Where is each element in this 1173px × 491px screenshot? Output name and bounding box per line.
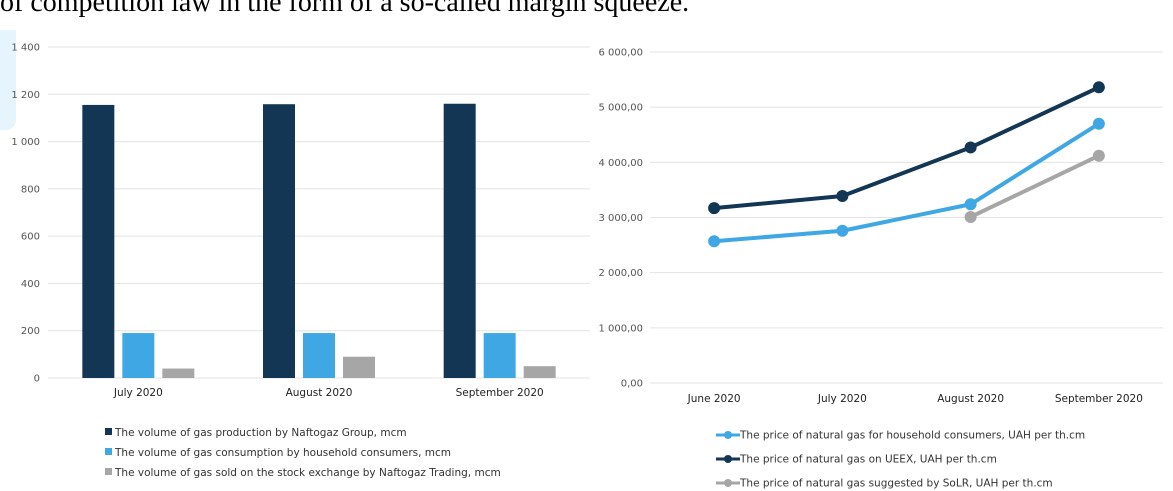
line-y-tick-label: 6 000,00	[598, 48, 643, 59]
bar-y-tick-label: 1 000	[11, 137, 40, 148]
bar	[82, 104, 115, 379]
bar-y-tick-label: 1 200	[11, 90, 40, 101]
line-point	[1092, 117, 1105, 130]
line-point	[1092, 81, 1105, 94]
line-y-tick-label: 4 000,00	[598, 158, 643, 169]
line-legend-label: The price of natural gas suggested by So…	[739, 478, 1053, 490]
bar-legend-swatch	[105, 428, 112, 435]
line-x-category-label: August 2020	[937, 393, 1004, 405]
bar	[523, 366, 556, 378]
bar	[483, 333, 516, 378]
line-y-tick-label: 1 000,00	[598, 323, 643, 334]
line-point	[964, 210, 977, 223]
line-point	[836, 189, 849, 202]
line-y-tick-label: 5 000,00	[598, 103, 643, 114]
line-series	[968, 153, 1101, 219]
bar-legend-label: The volume of gas sold on the stock exch…	[114, 467, 501, 479]
line-y-tick-label: 2 000,00	[598, 268, 643, 279]
line-legend-marker	[724, 479, 732, 487]
bar-legend-label: The volume of gas consumption by househo…	[114, 447, 451, 459]
line-point	[836, 224, 849, 237]
bar-x-category-label: August 2020	[286, 387, 353, 399]
bar-y-tick-label: 1 400	[11, 43, 40, 54]
bar	[303, 333, 335, 378]
line-point	[964, 141, 977, 154]
bar-legend-swatch	[105, 468, 112, 475]
line-point	[708, 202, 721, 215]
line-y-tick-label: 3 000,00	[598, 213, 643, 224]
bar-y-tick-label: 800	[21, 184, 40, 195]
bar-legend-swatch	[105, 448, 112, 455]
bar-x-category-label: September 2020	[456, 387, 544, 399]
bar	[443, 103, 476, 378]
line-x-category-label: July 2020	[817, 393, 867, 405]
bar	[122, 333, 155, 378]
line-point	[1092, 149, 1105, 162]
bar-y-tick-label: 400	[21, 279, 40, 290]
bar-chart: 1 400 1 200 1 000 800 600 400 200 0 July 2020 Aug…	[11, 43, 590, 479]
line-x-category-label: September 2020	[1055, 393, 1143, 405]
bar	[343, 356, 375, 378]
line-series	[712, 85, 1101, 211]
line-y-tick-label: 0,00	[621, 379, 643, 390]
line-legend-marker	[724, 455, 732, 463]
line-legend-label: The price of natural gas on UEEX, UAH pe…	[739, 454, 997, 466]
decorative-tab	[0, 30, 16, 130]
line-chart: 6 000,00 5 000,00 4 000,00 3 000,00 2 000,00…	[598, 48, 1163, 490]
line-x-category-label: June 2020	[687, 393, 741, 405]
bar-legend-label: The volume of gas production by Naftogaz…	[114, 427, 407, 439]
line-legend-label: The price of natural gas for household c…	[739, 430, 1085, 442]
bar	[263, 104, 295, 379]
line-point	[708, 235, 721, 248]
line-legend-marker	[724, 431, 732, 439]
bar-y-tick-label: 200	[21, 326, 40, 337]
header-text: of competition law in the form of a so-c…	[0, 0, 690, 18]
line-point	[964, 198, 977, 211]
bar-y-tick-label: 0	[34, 374, 40, 385]
bar	[162, 368, 195, 378]
line-series	[712, 121, 1101, 244]
bar-y-tick-label: 600	[21, 232, 40, 243]
bar-x-category-label: July 2020	[113, 387, 163, 399]
